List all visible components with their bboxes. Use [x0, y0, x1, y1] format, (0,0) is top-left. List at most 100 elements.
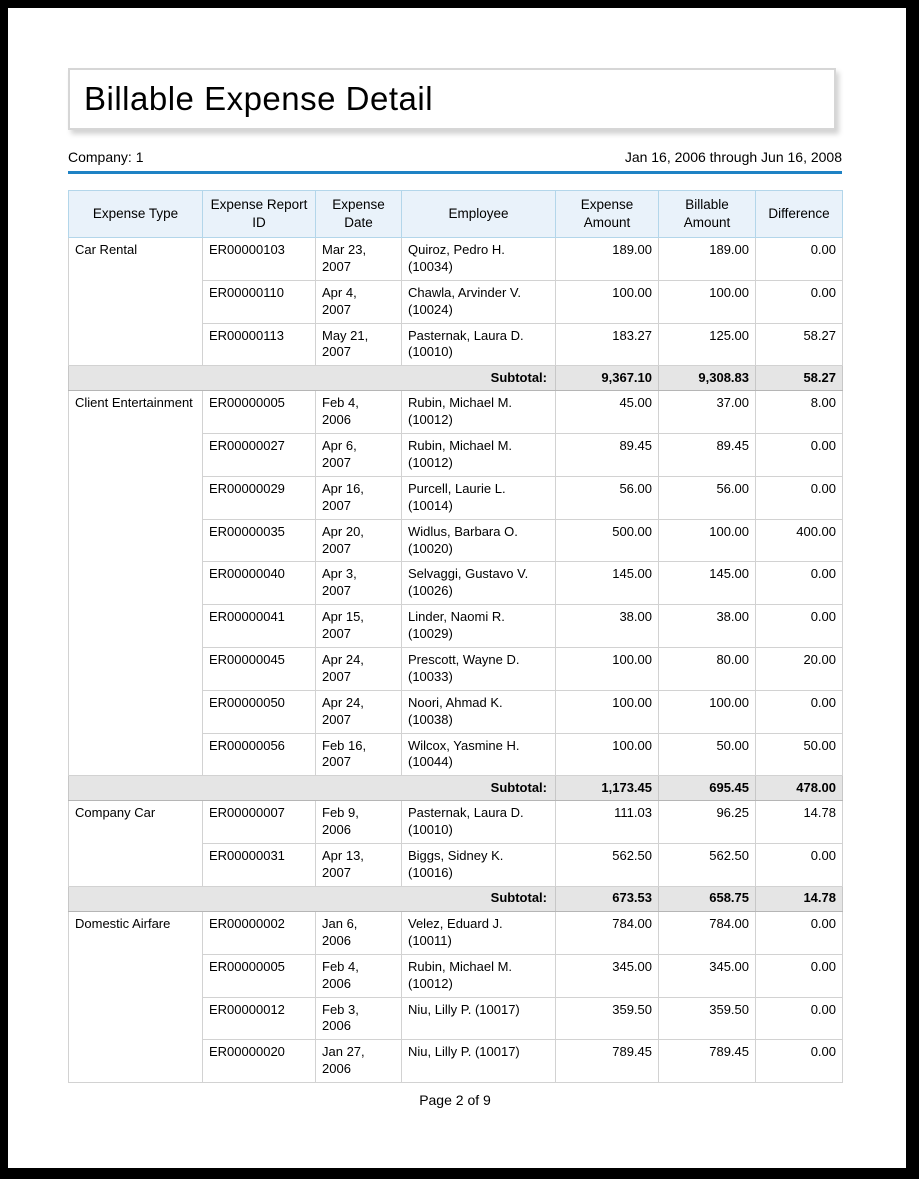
expense-date-cell: Jan 6, 2006 [315, 910, 402, 955]
billable-amount-cell: 100.00 [658, 689, 756, 734]
difference-cell: 8.00 [755, 390, 843, 435]
expense-date-text: Apr 4, 2007 [322, 284, 357, 317]
employee-cell: Purcell, Laurie L. (10014) [401, 475, 556, 520]
expense-type-cell: Client Entertainment [68, 390, 203, 777]
report-id-cell: ER00000027 [202, 433, 316, 477]
table-row: ER00000020 Jan 27, 2006 Niu, Lilly P. (1… [69, 1039, 843, 1084]
subtotal-difference: 478.00 [755, 775, 843, 802]
billable-amount-cell: 38.00 [658, 604, 756, 649]
expense-amount-cell: 38.00 [555, 604, 659, 649]
difference-cell: 58.27 [755, 322, 843, 367]
table-row: ER00000041 Apr 15, 2007 Linder, Naomi R.… [69, 604, 843, 649]
report-id-cell: ER00000005 [202, 953, 316, 998]
table-row: ER00000110 Apr 4, 2007 Chawla, Arvinder … [69, 279, 843, 324]
expense-date-cell: Feb 4, 2006 [315, 390, 402, 435]
subtotal-label: Subtotal: [68, 775, 556, 802]
employee-cell: Prescott, Wayne D. (10033) [401, 647, 556, 691]
expense-date-cell: Feb 4, 2006 [315, 953, 402, 998]
employee-cell: Niu, Lilly P. (10017) [401, 1039, 556, 1084]
expense-date-cell: Apr 13, 2007 [315, 843, 402, 887]
expense-date-cell: Mar 23, 2007 [315, 237, 402, 281]
difference-cell: 0.00 [755, 910, 843, 955]
table-row: Domestic Airfare ER00000002 Jan 6, 2006 … [68, 910, 843, 1084]
report-page: Billable Expense Detail Company: 1 Jan 1… [8, 8, 906, 1168]
subtotal-label: Subtotal: [68, 885, 556, 912]
difference-cell: 0.00 [755, 237, 843, 281]
billable-amount-cell: 50.00 [658, 732, 756, 777]
expense-date-text: Apr 16, 2007 [322, 480, 364, 513]
table-row: ER00000045 Apr 24, 2007 Prescott, Wayne … [69, 647, 843, 691]
difference-cell: 0.00 [755, 1039, 843, 1084]
table-row: Client Entertainment ER00000005 Feb 4, 2… [68, 390, 843, 777]
expense-amount-cell: 345.00 [555, 953, 659, 998]
billable-amount-cell: 56.00 [658, 475, 756, 520]
report-id-cell: ER00000012 [202, 996, 316, 1041]
difference-cell: 0.00 [755, 561, 843, 606]
header-expense-type: Expense Type [68, 190, 203, 238]
expense-amount-cell: 359.50 [555, 996, 659, 1041]
subtotal-row: Subtotal: 673.53 658.75 14.78 [68, 885, 843, 912]
report-id-cell: ER00000113 [202, 322, 316, 367]
billable-amount-cell: 125.00 [658, 322, 756, 367]
table-header-row: Expense Type Expense Report ID Expense D… [68, 190, 843, 238]
billable-amount-cell: 145.00 [658, 561, 756, 606]
expense-date-cell: Apr 6, 2007 [315, 433, 402, 477]
table-row: Car Rental ER00000103 Mar 23, 2007 Quiro… [68, 236, 843, 367]
table-row: ER00000005 Feb 4, 2006 Rubin, Michael M.… [69, 953, 843, 998]
expense-date-cell: Jan 27, 2006 [315, 1039, 402, 1084]
expense-amount-cell: 100.00 [555, 689, 659, 734]
difference-cell: 0.00 [755, 996, 843, 1041]
employee-cell: Selvaggi, Gustavo V. (10026) [401, 561, 556, 606]
report-id-cell: ER00000040 [202, 561, 316, 606]
table-row: ER00000031 Apr 13, 2007 Biggs, Sidney K.… [69, 843, 843, 887]
expense-date-text: Apr 3, 2007 [322, 566, 357, 599]
header-expense-report-id: Expense Report ID [202, 190, 316, 238]
employee-cell: Rubin, Michael M. (10012) [401, 390, 556, 435]
page-number: Page 2 of 9 [419, 1092, 491, 1108]
table-row: ER00000056 Feb 16, 2007 Wilcox, Yasmine … [69, 732, 843, 777]
report-id-cell: ER00000002 [202, 910, 316, 955]
header-billable-amount: Billable Amount [658, 190, 756, 238]
billable-amount-cell: 96.25 [658, 800, 756, 845]
expense-amount-cell: 45.00 [555, 390, 659, 435]
billable-amount-cell: 89.45 [658, 433, 756, 477]
billable-amount-cell: 100.00 [658, 279, 756, 324]
billable-amount-cell: 100.00 [658, 518, 756, 563]
table-row: ER00000035 Apr 20, 2007 Widlus, Barbara … [69, 518, 843, 563]
expense-date-cell: May 21, 2007 [315, 322, 402, 367]
expense-date-cell: Apr 24, 2007 [315, 689, 402, 734]
report-meta-row: Company: 1 Jan 16, 2006 through Jun 16, … [68, 149, 842, 174]
expense-amount-cell: 111.03 [555, 800, 659, 845]
header-expense-amount: Expense Amount [555, 190, 659, 238]
expense-amount-cell: 189.00 [555, 237, 659, 281]
expense-date-text: Apr 13, 2007 [322, 848, 364, 881]
report-id-cell: ER00000110 [202, 279, 316, 324]
expense-date-cell: Apr 4, 2007 [315, 279, 402, 324]
subtotal-expense-amount: 9,367.10 [555, 365, 659, 392]
expense-date-text: Apr 24, 2007 [322, 694, 364, 727]
employee-cell: Chawla, Arvinder V. (10024) [401, 279, 556, 324]
expense-date-cell: Apr 3, 2007 [315, 561, 402, 606]
report-id-cell: ER00000007 [202, 800, 316, 845]
subtotal-difference: 14.78 [755, 885, 843, 912]
expense-date-text: Apr 24, 2007 [322, 652, 364, 684]
table-row: ER00000027 Apr 6, 2007 Rubin, Michael M.… [69, 433, 843, 477]
expense-type-cell: Domestic Airfare [68, 910, 203, 1084]
subtotal-billable-amount: 9,308.83 [658, 365, 756, 392]
employee-cell: Rubin, Michael M. (10012) [401, 433, 556, 477]
subtotal-expense-amount: 1,173.45 [555, 775, 659, 802]
difference-cell: 0.00 [755, 279, 843, 324]
expense-date-text: Feb 4, 2006 [322, 395, 359, 428]
report-id-cell: ER00000045 [202, 647, 316, 691]
subtotal-label: Subtotal: [68, 365, 556, 392]
employee-cell: Pasternak, Laura D. (10010) [401, 322, 556, 367]
date-range-label: Jan 16, 2006 through Jun 16, 2008 [624, 149, 842, 165]
expense-table: Expense Type Expense Report ID Expense D… [68, 190, 843, 1084]
page-title: Billable Expense Detail [84, 80, 434, 117]
employee-cell: Widlus, Barbara O. (10020) [401, 518, 556, 563]
expense-date-text: Jan 27, 2006 [322, 1044, 365, 1077]
report-id-cell: ER00000005 [202, 390, 316, 435]
company-label: Company: 1 [68, 149, 144, 165]
expense-amount-cell: 500.00 [555, 518, 659, 563]
difference-cell: 20.00 [755, 647, 843, 691]
